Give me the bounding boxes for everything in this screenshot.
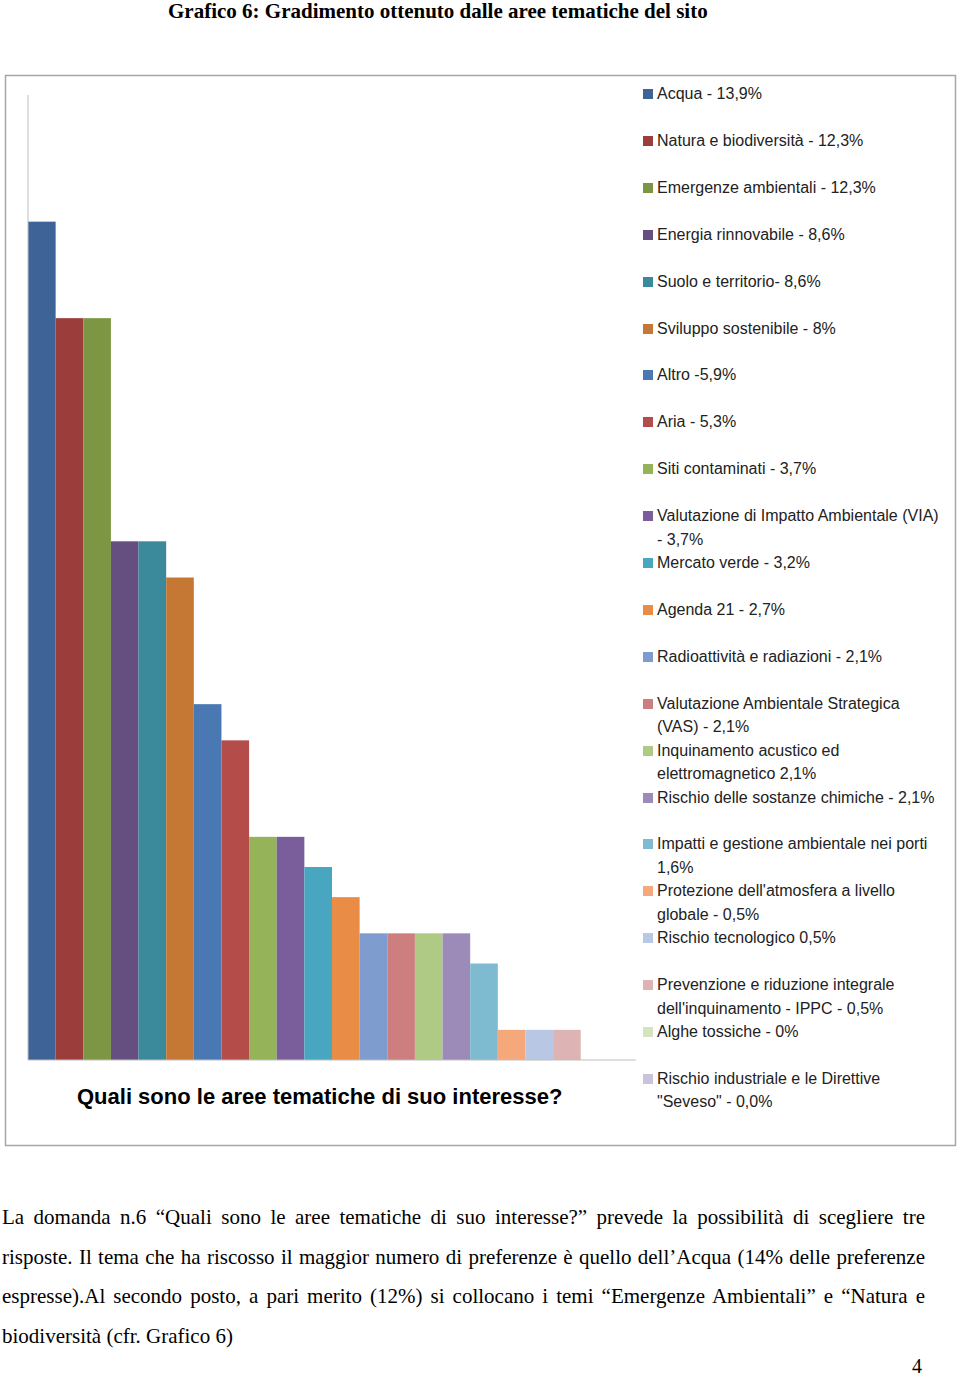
legend-label: Siti contaminati - 3,7% <box>657 457 942 481</box>
bar <box>83 318 111 1060</box>
bar <box>139 541 167 1060</box>
legend-label: Valutazione di Impatto Ambientale (VIA) … <box>657 504 942 551</box>
bar <box>332 897 360 1060</box>
bar <box>166 578 194 1061</box>
legend-swatch <box>643 136 653 146</box>
legend-label: Acqua - 13,9% <box>657 82 942 106</box>
legend-label: Radioattività e radiazioni - 2,1% <box>657 645 942 669</box>
bar <box>360 933 388 1060</box>
legend-swatch <box>643 933 653 943</box>
legend-label: Sviluppo sostenibile - 8% <box>657 317 942 341</box>
legend-swatch <box>643 746 653 756</box>
bar <box>221 740 249 1060</box>
legend-swatch <box>643 370 653 380</box>
y-axis-line <box>28 95 29 1060</box>
legend-label: Impatti e gestione ambientale nei porti … <box>657 832 942 879</box>
bar <box>194 704 222 1060</box>
bar <box>111 541 139 1060</box>
legend-swatch <box>643 839 653 849</box>
bar <box>28 222 56 1060</box>
x-axis-line <box>28 1060 636 1061</box>
bar <box>470 964 498 1061</box>
legend-label: Aria - 5,3% <box>657 410 942 434</box>
chart: Quali sono le aree tematiche di suo inte… <box>0 0 960 1376</box>
legend-label: Agenda 21 - 2,7% <box>657 598 942 622</box>
legend-label: Rischio delle sostanze chimiche - 2,1% <box>657 786 942 810</box>
legend-label: Valutazione Ambientale Strategica (VAS) … <box>657 692 942 739</box>
legend-swatch <box>643 652 653 662</box>
x-axis-label: Quali sono le aree tematiche di suo inte… <box>77 1084 562 1109</box>
bars <box>28 222 581 1060</box>
bar <box>498 1030 526 1060</box>
legend-label: Rischio tecnologico 0,5% <box>657 926 942 950</box>
legend-label: Mercato verde - 3,2% <box>657 551 942 575</box>
chart-frame <box>6 76 956 1146</box>
legend-label: Prevenzione e riduzione integrale dell'i… <box>657 973 942 1020</box>
legend-swatch <box>643 558 653 568</box>
page-title: Grafico 6: Gradimento ottenuto dalle are… <box>168 0 708 25</box>
legend-swatch <box>643 324 653 334</box>
legend-label: Energia rinnovabile - 8,6% <box>657 223 942 247</box>
legend-swatch <box>643 886 653 896</box>
bar <box>249 837 277 1060</box>
legend-label: Alghe tossiche - 0% <box>657 1020 942 1044</box>
legend-swatch <box>643 511 653 521</box>
legend-swatch <box>643 183 653 193</box>
legend-swatch <box>643 980 653 990</box>
bar <box>304 867 332 1060</box>
bar <box>387 933 415 1060</box>
paragraph: La domanda n.6 “Quali sono le aree temat… <box>2 1198 925 1356</box>
legend-swatch <box>643 699 653 709</box>
legend-swatch <box>643 417 653 427</box>
legend-swatch <box>643 89 653 99</box>
legend-swatch <box>643 1027 653 1037</box>
bar <box>443 933 471 1060</box>
legend-swatch <box>643 464 653 474</box>
bar <box>277 837 305 1060</box>
legend-label: Inquinamento acustico ed elettromagnetic… <box>657 739 942 786</box>
legend-label: Suolo e territorio- 8,6% <box>657 270 942 294</box>
legend-swatch <box>643 605 653 615</box>
legend-swatch <box>643 277 653 287</box>
legend-swatch <box>643 1074 653 1084</box>
bar <box>56 318 84 1060</box>
bar <box>415 933 443 1060</box>
legend-label: Altro -5,9% <box>657 363 942 387</box>
legend-label: Protezione dell'atmosfera a livello glob… <box>657 879 942 926</box>
legend-label: Natura e biodiversità - 12,3% <box>657 129 942 153</box>
legend-label: Rischio industriale e le Direttive "Seve… <box>657 1067 942 1114</box>
legend-swatch <box>643 230 653 240</box>
legend-swatch <box>643 793 653 803</box>
page-number: 4 <box>912 1354 922 1376</box>
bar <box>553 1030 581 1060</box>
bar <box>525 1030 553 1060</box>
legend-label: Emergenze ambientali - 12,3% <box>657 176 942 200</box>
